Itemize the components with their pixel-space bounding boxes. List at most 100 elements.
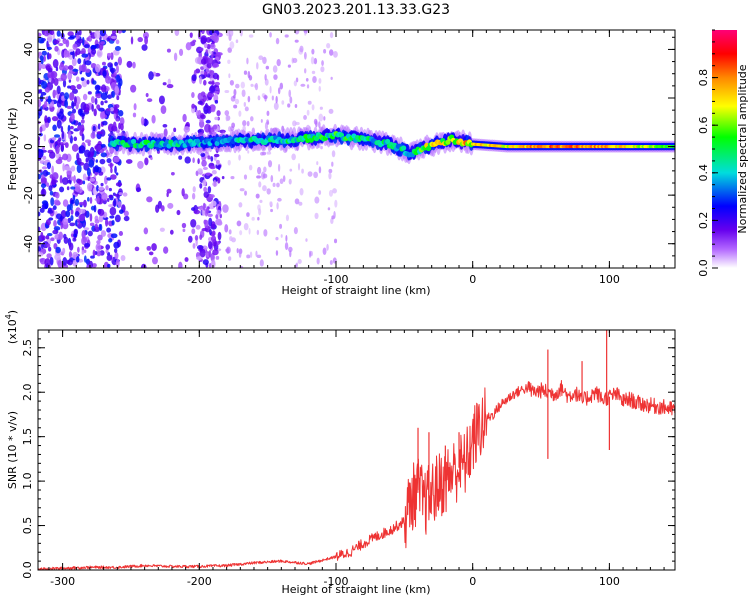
spectrogram-noise-speck xyxy=(246,120,250,127)
colorbar-label: Normalized spectral amplitude xyxy=(736,64,749,233)
spectrogram-noise-speck xyxy=(83,199,87,208)
spectrogram-noise-speck xyxy=(63,165,71,171)
spectrogram-noise-speck xyxy=(90,255,95,259)
spectrogram-noise-speck xyxy=(209,194,215,199)
spectrogram-noise-speck xyxy=(306,109,310,116)
spectrogram-noise-speck xyxy=(93,204,97,213)
spectrogram-noise-speck xyxy=(76,157,82,166)
spectrogram-noise-speck xyxy=(56,85,61,95)
snr-y-tick-label: 2.5 xyxy=(21,339,34,357)
spectrogram-noise-speck xyxy=(289,168,293,172)
spectrogram-noise-speck xyxy=(102,216,109,220)
spectrogram-noise-speck xyxy=(275,37,280,45)
spectrogram-noise-speck xyxy=(49,256,54,266)
spectrogram-noise-speck xyxy=(259,199,263,204)
spectrogram-noise-speck xyxy=(51,179,57,185)
spectrogram-noise-speck xyxy=(38,108,43,117)
spectrogram-noise-speck xyxy=(236,248,239,254)
spectrogram-noise-speck xyxy=(294,198,300,205)
spectrogram-noise-speck xyxy=(266,110,270,117)
spectrogram-noise-speck xyxy=(270,208,274,213)
spectrogram-noise-speck xyxy=(38,89,42,94)
spectrogram-noise-speck xyxy=(179,48,184,57)
spectrogram-noise-speck xyxy=(148,251,154,256)
spectrogram-noise-speck xyxy=(200,114,206,120)
spectrogram-noise-speck xyxy=(202,259,209,266)
spectrogram-noise-speck xyxy=(318,85,321,92)
spectrogram-noise-speck xyxy=(244,106,249,112)
spectrogram-y-ticks: -40 -20 0 20 40 xyxy=(22,36,675,269)
spectrogram-noise-speck xyxy=(299,45,304,53)
spectrogram-noise-speck xyxy=(214,81,221,86)
spectrogram-noise-speck xyxy=(262,185,267,192)
spectrogram-noise-speck xyxy=(74,50,78,57)
spectrogram-noise-speck xyxy=(233,104,238,109)
spectrogram-noise-speck xyxy=(203,186,208,193)
spectrogram-noise-speck xyxy=(238,110,242,117)
spectrogram-noise-speck xyxy=(211,259,216,268)
spectrogram-noise-speck xyxy=(173,52,178,62)
spectrogram-noise-speck xyxy=(306,84,310,89)
spectrogram-noise-speck xyxy=(330,217,334,225)
spectrogram-noise-speck xyxy=(98,42,104,51)
spectrogram-noise-speck xyxy=(197,158,200,165)
spectrogram-noise-speck xyxy=(113,198,117,208)
spectrogram-noise-speck xyxy=(320,145,323,150)
spectrogram-noise-speck xyxy=(81,53,89,58)
spectrogram-noise-speck xyxy=(182,113,187,123)
spectrogram-noise-speck xyxy=(209,51,213,55)
snr-y-tick-label: 0.5 xyxy=(21,517,34,535)
spectrogram-noise-speck xyxy=(116,95,120,101)
snr-marks xyxy=(38,330,675,570)
spectrogram-noise-speck xyxy=(72,259,78,267)
spectrogram-noise-speck xyxy=(235,39,239,44)
spectrogram-noise-speck xyxy=(63,49,68,58)
spectrogram-noise-speck xyxy=(40,176,47,183)
spectrogram-noise-speck xyxy=(280,234,283,238)
spectrogram-noise-speck xyxy=(210,155,214,162)
spectrogram-noise-speck xyxy=(208,250,212,258)
spectrogram-noise-speck xyxy=(285,234,288,242)
spectrogram-noise-speck xyxy=(58,42,64,47)
spectrogram-noise-speck xyxy=(279,223,283,229)
snr-x-tick-label: -200 xyxy=(187,575,212,588)
spectrogram-noise-speck xyxy=(82,173,87,181)
spectrogram-noise-speck xyxy=(298,201,303,206)
spectrogram-noise-speck xyxy=(44,115,48,123)
spectrogram-noise-speck xyxy=(84,149,91,158)
spectrogram-noise-speck xyxy=(248,164,253,171)
spectrogram-noise-speck xyxy=(272,182,276,188)
spectrogram-noise-speck xyxy=(133,103,137,111)
spectrogram-noise-speck xyxy=(118,192,123,196)
spectrogram-noise-speck xyxy=(77,246,80,253)
spectrogram-noise-speck xyxy=(53,134,61,138)
spectrogram-noise-speck xyxy=(284,242,289,251)
snr-y-label: SNR (10 * v/v) xyxy=(6,411,19,489)
spectrogram-noise-speck xyxy=(197,129,202,133)
spectrogram-noise-speck xyxy=(106,254,113,261)
spectrogram-noise-speck xyxy=(104,100,108,104)
spectrogram-noise-speck xyxy=(279,178,284,185)
spectrogram-noise-speck xyxy=(205,37,212,43)
spectrogram-noise-speck xyxy=(207,241,213,250)
spectrogram-noise-speck xyxy=(307,171,313,177)
spectrogram-noise-speck xyxy=(92,125,96,132)
spectrogram-noise-speck xyxy=(100,230,107,237)
spectrogram-noise-speck xyxy=(191,192,196,200)
spectrogram-noise-speck xyxy=(70,209,74,215)
spectrogram-noise-speck xyxy=(113,248,118,253)
spectrogram-noise-speck xyxy=(188,235,193,243)
spectrogram-noise-speck xyxy=(244,190,247,196)
snr-x-ticks: -300 -200 -100 0 100 xyxy=(48,330,665,588)
spectrogram-noise-speck xyxy=(327,207,331,211)
spectrogram-noise-speck xyxy=(68,242,74,251)
snr-x-tick-label: 100 xyxy=(599,575,620,588)
spectrogram-noise-speck xyxy=(262,56,267,65)
spectrogram-noise-speck xyxy=(47,116,51,124)
spectrogram-noise-speck xyxy=(53,226,61,231)
spectrogram-noise-speck xyxy=(77,58,82,65)
spectrogram-noise-speck xyxy=(53,77,59,86)
spectrogram-noise-speck xyxy=(55,158,63,165)
spectrogram-noise-speck xyxy=(70,186,76,190)
